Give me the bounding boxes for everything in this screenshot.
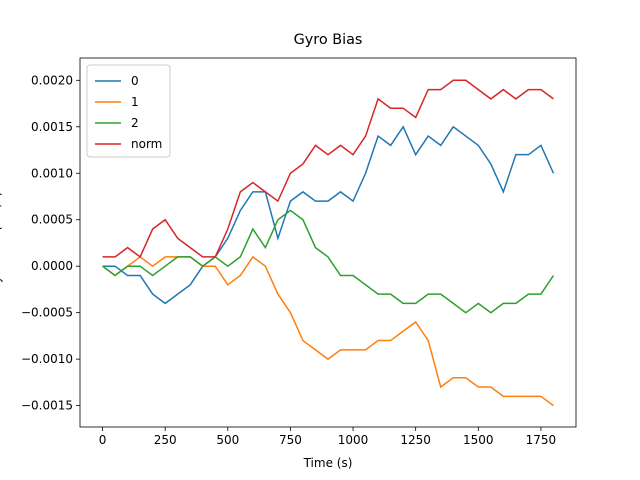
- x-axis-label: Time (s): [303, 456, 353, 470]
- x-tick-label: 750: [279, 433, 302, 447]
- x-tick-label: 1000: [338, 433, 369, 447]
- y-tick-label: −0.0010: [21, 352, 73, 366]
- y-tick-label: 0.0015: [31, 120, 73, 134]
- data-line: [102, 255, 554, 407]
- y-tick-label: 0.0005: [31, 213, 73, 227]
- legend: 0 1 2 norm: [86, 64, 171, 158]
- legend-box: [86, 64, 171, 158]
- legend-label: norm: [131, 137, 162, 151]
- legend-label: 2: [131, 116, 139, 130]
- y-tick-label: 0.0000: [31, 259, 73, 273]
- x-tick-label: 0: [99, 433, 107, 447]
- x-tick-label: 1500: [463, 433, 494, 447]
- y-tick-label: 0.0020: [31, 73, 73, 87]
- data-line: [102, 125, 555, 305]
- x-tick-label: 500: [216, 433, 239, 447]
- y-tick-label: −0.0015: [21, 399, 73, 413]
- y-tick-label: −0.0005: [21, 306, 73, 320]
- legend-label: 1: [131, 95, 139, 109]
- legend-label: 0: [131, 74, 139, 88]
- axes-frame: [79, 57, 577, 428]
- chart-title: Gyro Bias: [294, 32, 363, 48]
- x-tick-label: 1250: [400, 433, 431, 447]
- y-axis-label: Gyro Bias (rad/s): [0, 192, 3, 293]
- data-line: [102, 209, 555, 314]
- x-tick-label: 1750: [526, 433, 557, 447]
- y-tick-label: 0.0010: [31, 166, 73, 180]
- data-line: [102, 79, 554, 259]
- x-tick-label: 250: [154, 433, 177, 447]
